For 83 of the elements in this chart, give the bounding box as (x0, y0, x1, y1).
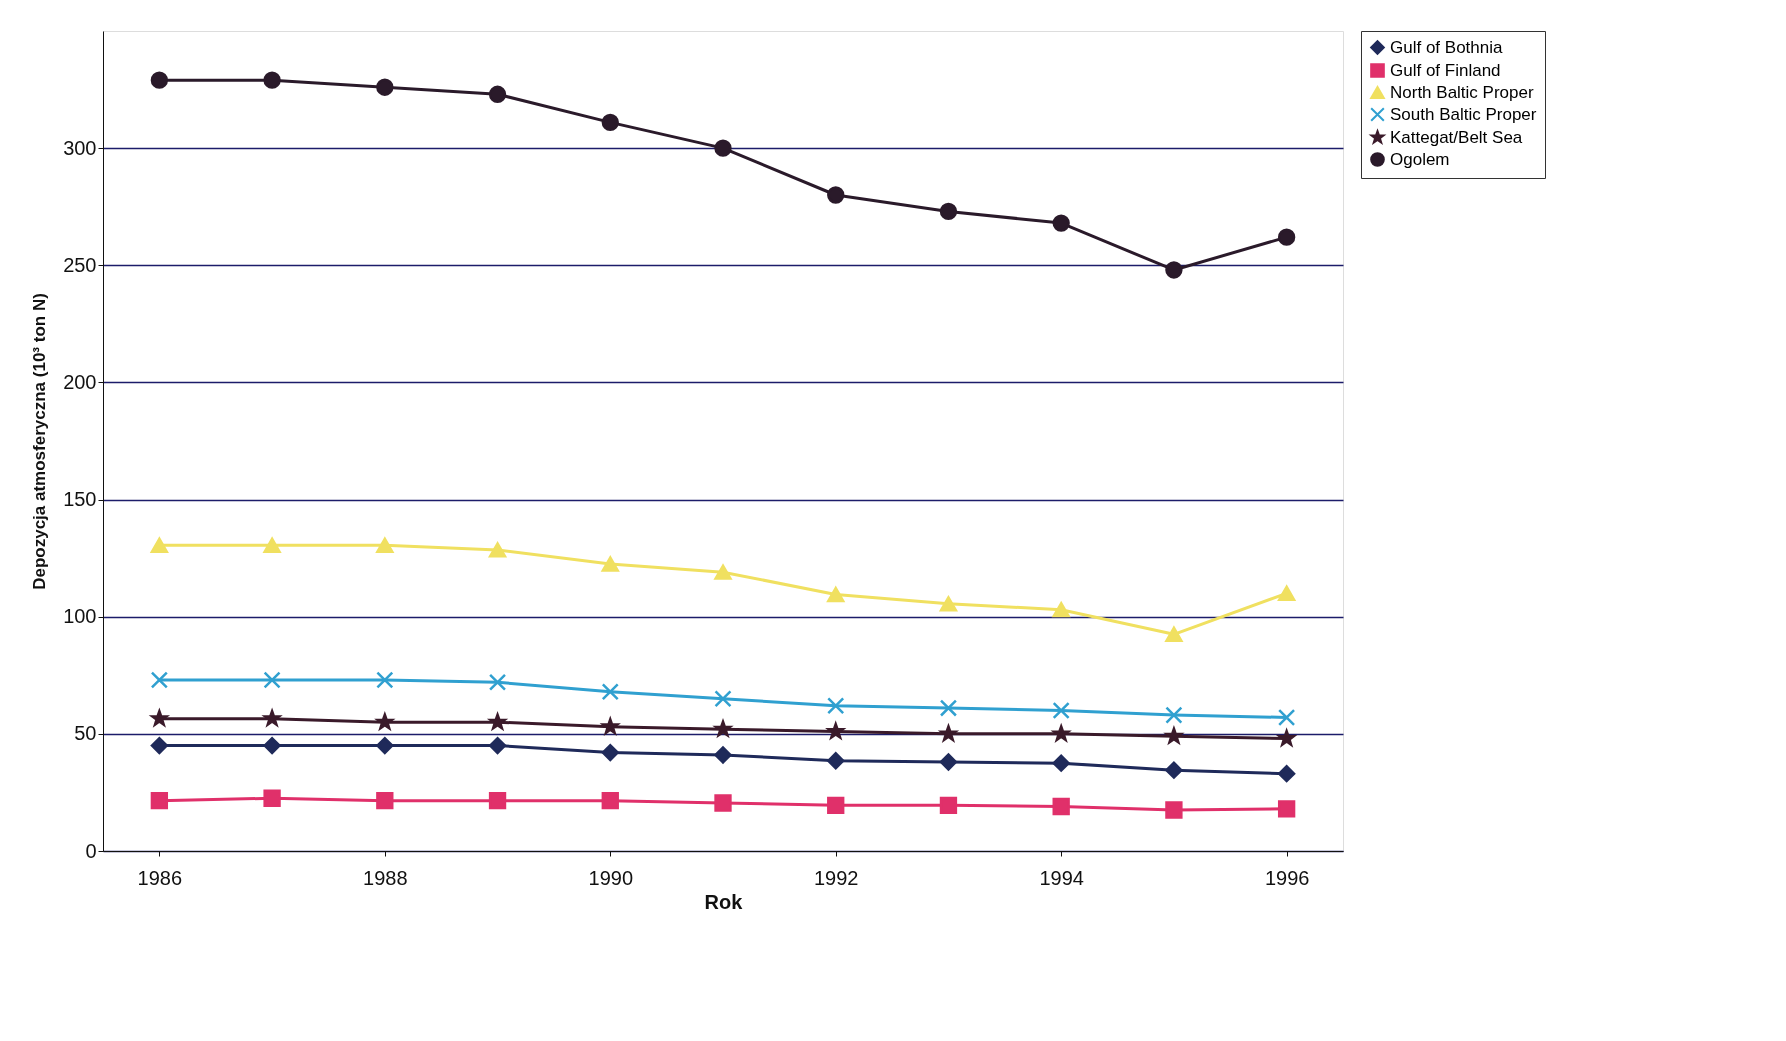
point (827, 697, 845, 715)
point (263, 789, 281, 807)
point (1277, 228, 1296, 246)
point (488, 736, 507, 755)
point (1052, 214, 1070, 232)
point (1050, 723, 1072, 743)
x-tick-label: 1994 (1039, 866, 1084, 889)
point (1277, 708, 1296, 727)
point (488, 542, 507, 558)
legend-label: Ogolem (1390, 149, 1450, 169)
point (827, 586, 845, 603)
point (263, 671, 281, 689)
point (263, 71, 281, 89)
point (376, 736, 394, 755)
x-tick-label: 1988 (363, 866, 408, 889)
point (939, 596, 958, 612)
point (1165, 801, 1183, 819)
legend-label: Gulf of Bothnia (1390, 37, 1503, 57)
point (1165, 761, 1183, 779)
point (827, 796, 845, 814)
point (488, 791, 507, 810)
point (487, 711, 508, 732)
point (376, 78, 394, 96)
point (1277, 765, 1296, 783)
point (601, 791, 619, 810)
point (150, 791, 169, 810)
point (488, 85, 507, 103)
point (1052, 797, 1070, 816)
point (939, 202, 958, 221)
y-tick-label: 100 (63, 605, 97, 628)
point (601, 743, 619, 762)
point (939, 753, 958, 771)
y-tick-label: 150 (63, 488, 97, 511)
point (712, 718, 734, 739)
x-tick-label: 1996 (1264, 866, 1310, 889)
point (376, 671, 394, 689)
point (150, 671, 169, 689)
x-tick-label: 1992 (813, 866, 859, 889)
legend-label: Gulf of Finland (1390, 60, 1501, 80)
y-tick-label: 300 (63, 136, 97, 159)
y-tick-label: 50 (74, 722, 97, 745)
point (1277, 800, 1296, 818)
point (150, 71, 169, 89)
point (1052, 754, 1070, 772)
x-axis-title: Rok (704, 890, 744, 913)
point (1163, 725, 1185, 746)
legend-label: Kattegat/Belt Sea (1390, 127, 1523, 147)
point (1165, 706, 1183, 724)
point (1277, 585, 1296, 601)
point (714, 794, 732, 812)
point (601, 556, 619, 572)
point (150, 736, 169, 755)
point (714, 690, 732, 708)
x-tick-label: 1986 (137, 866, 183, 889)
y-tick-label: 250 (63, 253, 97, 276)
point (827, 752, 845, 770)
y-tick-label: 200 (63, 370, 97, 393)
point (376, 537, 394, 553)
point (714, 746, 732, 764)
point (939, 699, 958, 717)
y-tick-label: 0 (85, 839, 97, 862)
point (488, 673, 507, 691)
point (1052, 602, 1070, 618)
point (939, 796, 958, 814)
point (714, 564, 732, 580)
point (825, 720, 847, 741)
point (1165, 626, 1183, 642)
point (601, 113, 619, 132)
point (714, 139, 732, 157)
legend-label: North Baltic Proper (1390, 82, 1534, 102)
point (263, 736, 281, 755)
y-axis-title: Depozycja atmosferyczna (10³ ton N) (30, 293, 50, 590)
point (601, 683, 619, 701)
point (150, 537, 169, 553)
x-tick-label: 1990 (588, 866, 634, 889)
point (263, 537, 281, 553)
point (1165, 261, 1183, 279)
point (374, 711, 396, 732)
point (261, 707, 283, 728)
point (1052, 701, 1070, 720)
point (376, 791, 394, 810)
point (827, 186, 845, 204)
legend-label: South Baltic Proper (1390, 104, 1537, 124)
